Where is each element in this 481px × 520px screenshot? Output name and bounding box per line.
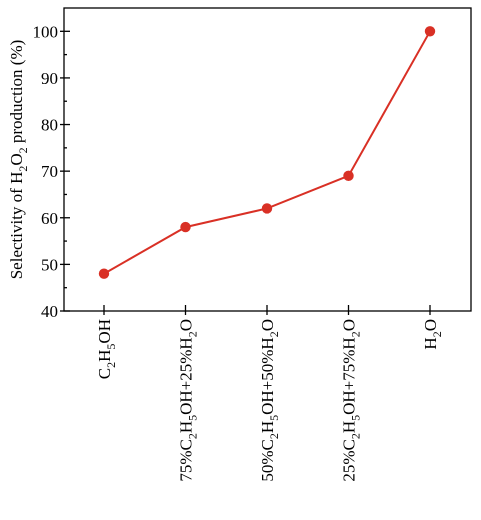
y-tick-label: 40 <box>41 302 58 321</box>
data-point <box>180 221 191 233</box>
x-tick-label: 50%C2H5OH+50%H2O <box>258 319 281 482</box>
data-point <box>343 170 354 182</box>
data-point <box>424 26 436 37</box>
y-tick-label: 90 <box>41 69 58 88</box>
x-tick-label: H2O <box>421 319 444 350</box>
y-tick-label: 50 <box>41 255 58 274</box>
plot-area: 40 50 60 70 80 90 100 C2H5OH 75%C2H5OH+25%H2O 50%… <box>7 7 472 482</box>
data-point <box>261 203 273 214</box>
data-point <box>98 268 110 279</box>
y-axis-label: Selectivity of H2O2 production (%) <box>7 40 30 280</box>
x-tick-label: 25%C2H5OH+75%H2O <box>340 319 363 482</box>
x-tick-label: 75%C2H5OH+25%H2O <box>177 319 200 482</box>
series-line <box>103 30 431 275</box>
y-tick-label: 80 <box>41 116 58 135</box>
x-tick-label: C2H5OH <box>95 319 118 379</box>
y-tick-label: 100 <box>33 22 59 41</box>
y-tick-label: 60 <box>41 209 58 228</box>
plot-frame <box>63 7 472 312</box>
y-tick-label: 70 <box>41 162 58 181</box>
